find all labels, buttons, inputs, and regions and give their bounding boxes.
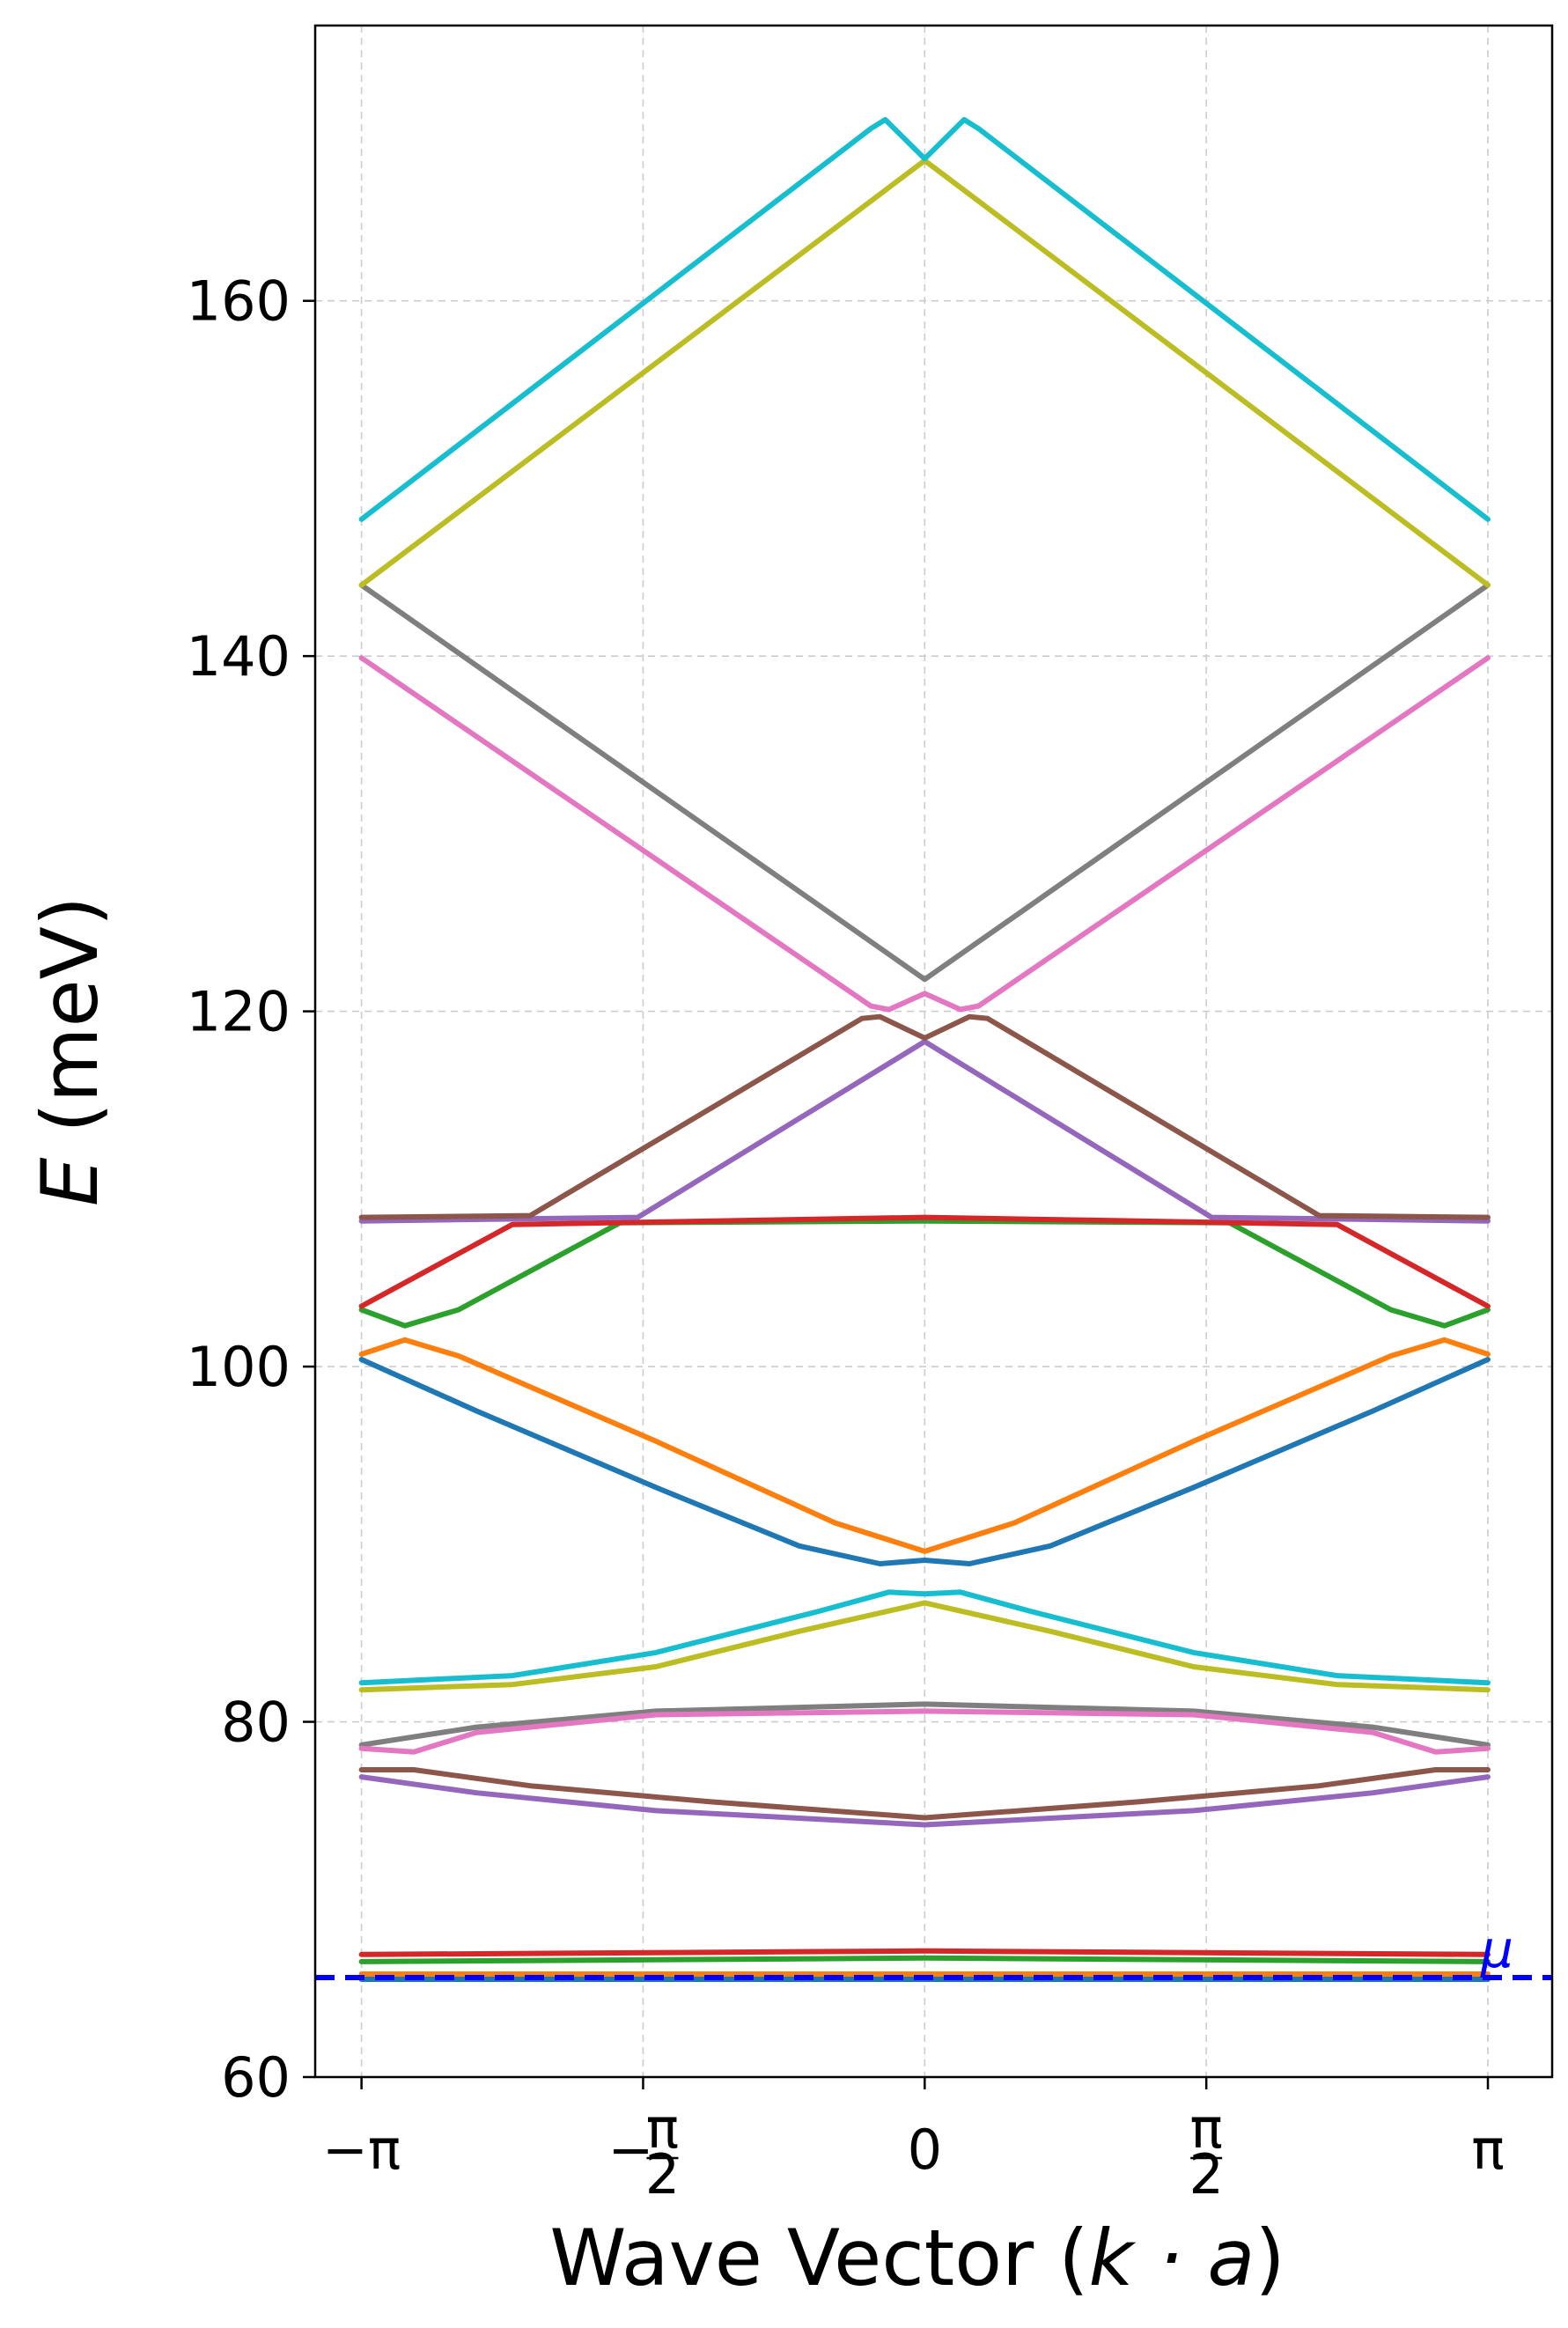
band-line-6 <box>358 1013 1491 1220</box>
y-axis-label-var: E <box>25 1157 115 1206</box>
y-tick-label: 140 <box>187 624 291 689</box>
band-line-18 <box>358 1955 1491 1964</box>
band-line-16 <box>358 1774 1491 1828</box>
band-line-13 <box>358 1701 1491 1748</box>
band-line-1 <box>358 1357 1491 1566</box>
x-axis-label-suffix: ) <box>1255 2213 1285 2303</box>
band-line-17 <box>358 1948 1491 1957</box>
x-tick-label: − <box>607 2118 653 2182</box>
grid <box>315 26 1552 2077</box>
x-tick-label: −π <box>322 2118 401 2182</box>
y-tick-label: 120 <box>187 980 291 1044</box>
x-tick-label-denominator: 2 <box>645 2142 680 2206</box>
x-axis-label-prefix: Wave Vector ( <box>549 2213 1088 2303</box>
band-line-5 <box>358 1038 1491 1224</box>
y-tick-label: 60 <box>221 2045 291 2110</box>
band-line-12 <box>358 1600 1491 1693</box>
y-axis-label-unit: (meV) <box>25 896 115 1158</box>
x-tick-label-numerator: π <box>646 2096 679 2161</box>
y-tick-label: 80 <box>221 1691 291 1755</box>
y-axis: 60 80 100 120 140 160 <box>187 269 315 2110</box>
x-tick-label: 0 <box>908 2118 942 2182</box>
x-tick-label-denominator: 2 <box>1189 2142 1223 2206</box>
band-line-4 <box>358 1214 1491 1309</box>
plot-frame <box>313 24 1554 2079</box>
band-line-7 <box>358 655 1491 1013</box>
y-tick-label: 100 <box>187 1335 291 1399</box>
y-axis-label: E (meV) <box>25 896 115 1206</box>
x-tick-label-numerator: π <box>1190 2096 1223 2161</box>
band-line-15 <box>358 1767 1491 1821</box>
x-axis-label-math: k · a <box>1089 2213 1255 2303</box>
y-tick-label: 160 <box>187 269 291 334</box>
x-tick-label: π <box>1471 2118 1504 2182</box>
x-axis: −π −π2 0 π2 π <box>322 2077 1505 2206</box>
mu-label: μ <box>1480 1919 1513 1979</box>
band-line-14 <box>358 1708 1491 1755</box>
mu-layer: μ <box>315 1919 1552 1981</box>
band-line-11 <box>358 1589 1491 1686</box>
band-line-8 <box>358 582 1491 983</box>
band-line-2 <box>358 1337 1491 1554</box>
band-line-3 <box>358 1218 1491 1329</box>
x-axis-label: Wave Vector (k · a) <box>549 2213 1285 2303</box>
band-line-10 <box>358 116 1491 522</box>
